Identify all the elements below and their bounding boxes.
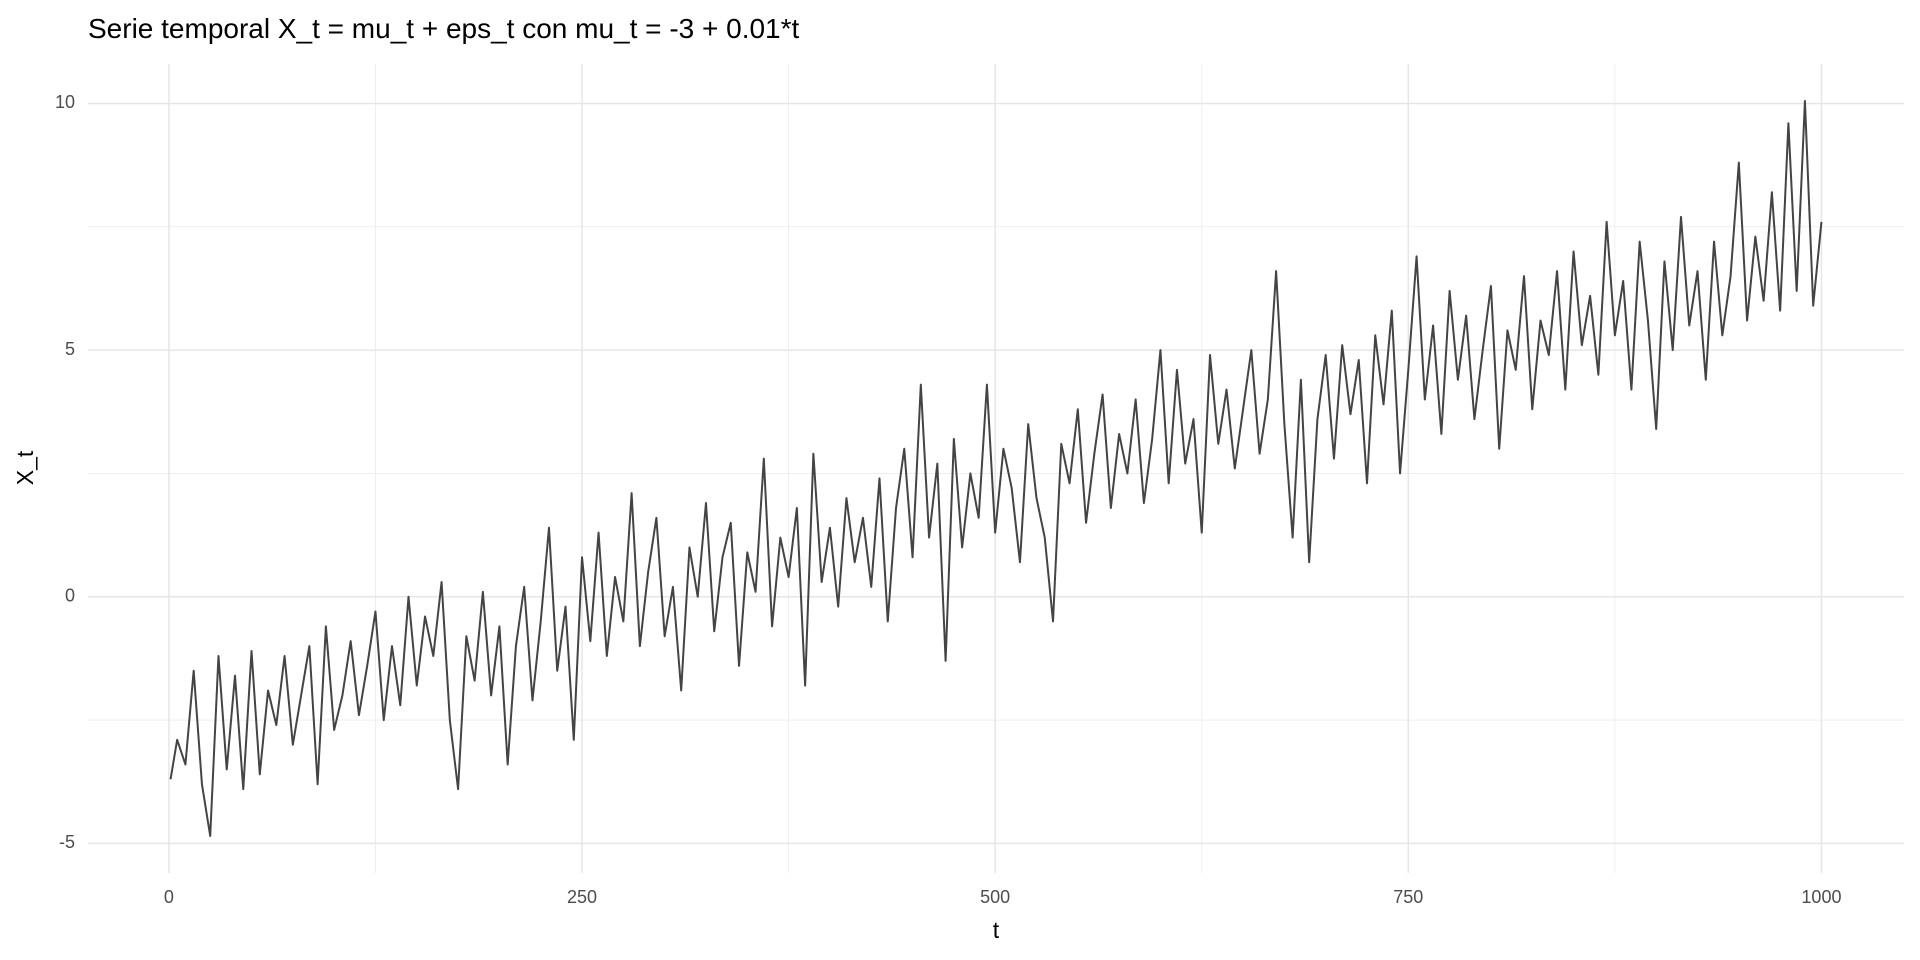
y-tick-label: 0	[65, 586, 75, 606]
x-axis-title: t	[993, 917, 1000, 943]
series-line	[169, 100, 1823, 837]
x-tick-label: 750	[1393, 887, 1423, 907]
y-tick-label: -5	[59, 832, 75, 852]
x-tick-label: 250	[567, 887, 597, 907]
x-tick-label: 0	[164, 887, 174, 907]
x-tick-label: 500	[980, 887, 1010, 907]
grid	[88, 64, 1904, 873]
y-axis-title: X_t	[12, 450, 38, 485]
marks	[169, 100, 1823, 837]
y-tick-label: 5	[65, 339, 75, 359]
chart-title: Serie temporal X_t = mu_t + eps_t con mu…	[88, 13, 800, 44]
x-tick-label: 1000	[1801, 887, 1841, 907]
y-tick-label: 10	[55, 92, 75, 112]
